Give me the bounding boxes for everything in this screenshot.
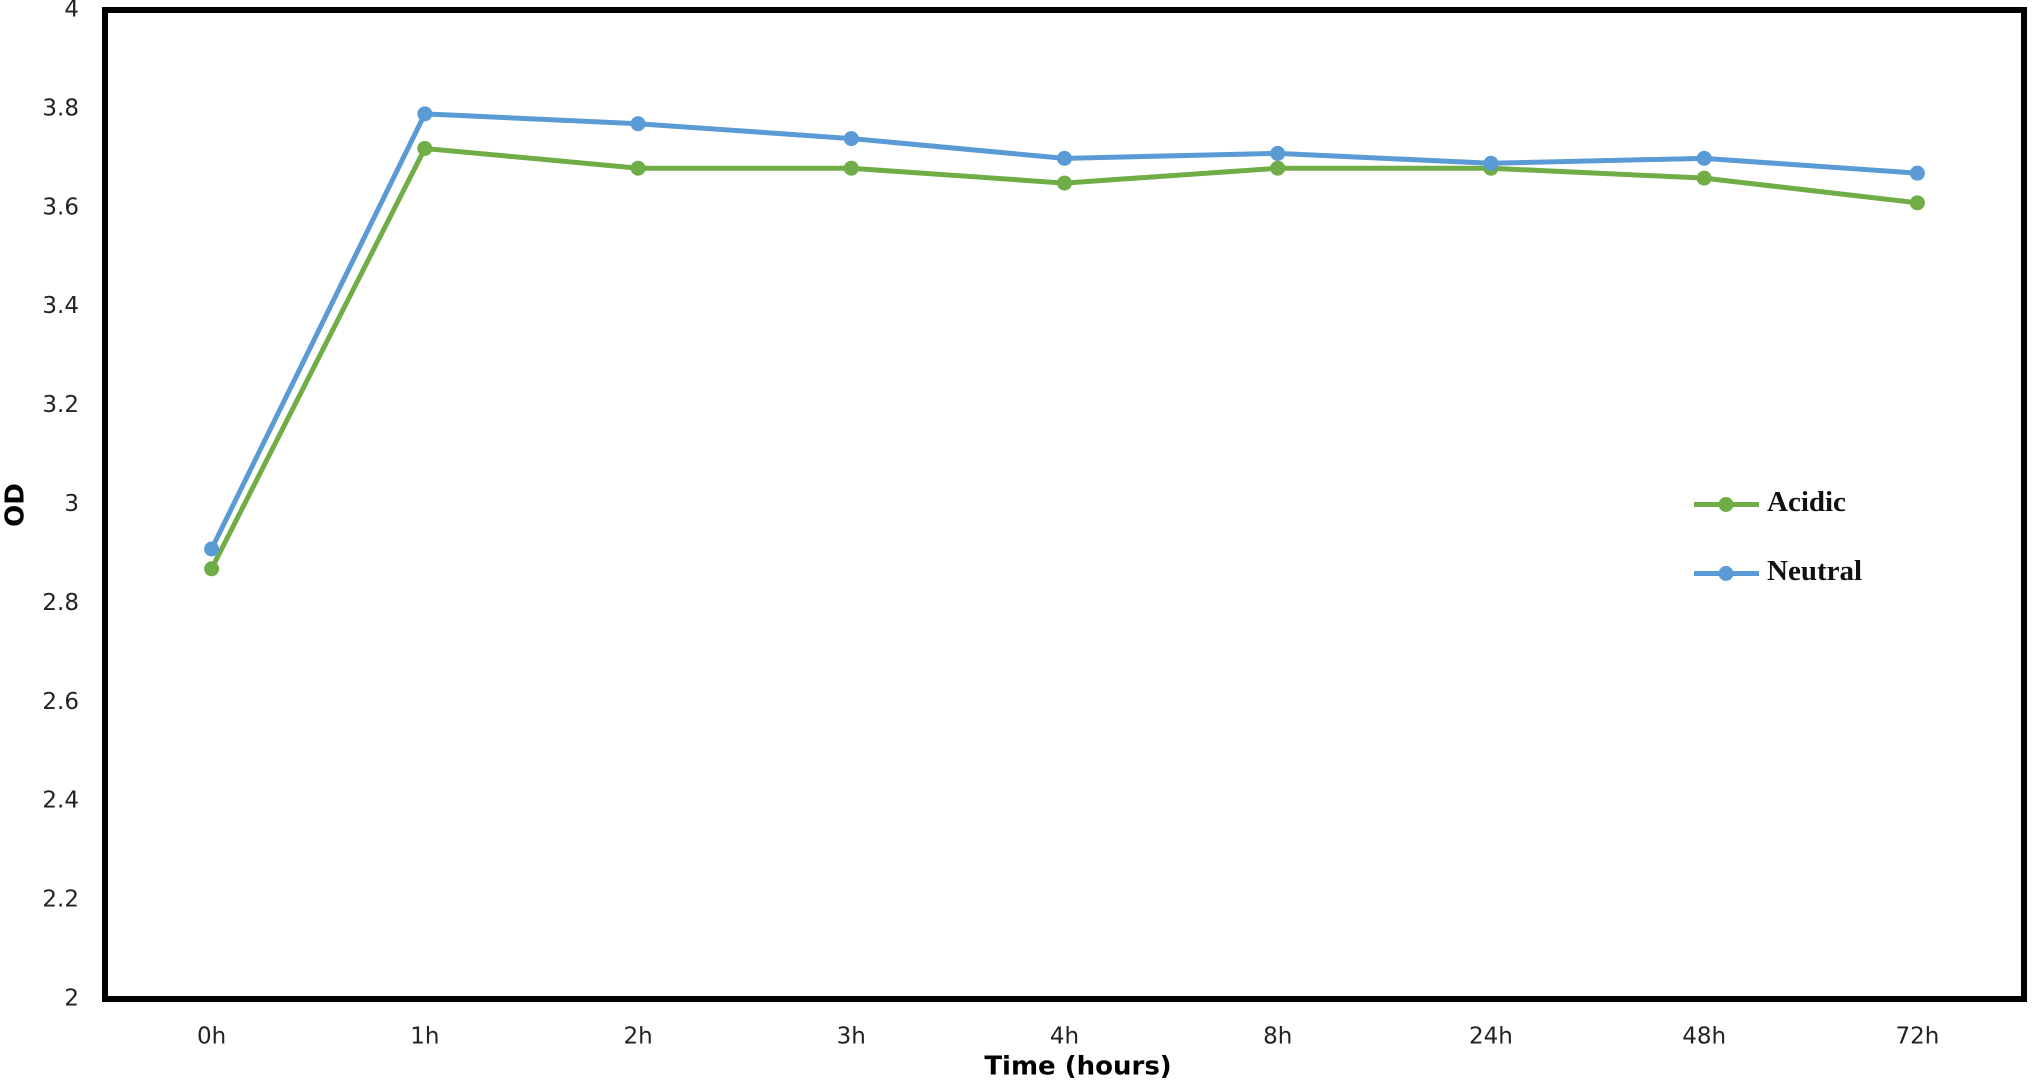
x-axis-title: Time (hours) [984, 1052, 1171, 1082]
y-tick-label: 2.4 [42, 788, 79, 814]
x-tick-label: 72h [1895, 1024, 1939, 1050]
y-tick-label: 3.8 [42, 95, 79, 121]
data-point [630, 116, 646, 132]
x-tick-label: 1h [410, 1024, 439, 1050]
y-tick-label: 2.6 [42, 689, 79, 715]
y-tick-label: 4 [64, 0, 79, 23]
x-tick-label: 24h [1469, 1024, 1513, 1050]
y-tick-label: 3.6 [42, 194, 79, 220]
legend-label: Neutral [1767, 555, 1862, 587]
data-point [1909, 165, 1925, 181]
x-tick-label: 8h [1263, 1024, 1292, 1050]
data-point [204, 561, 220, 577]
data-point [843, 131, 859, 147]
series-line [209, 145, 1918, 570]
y-tick-label: 2.2 [42, 887, 79, 913]
data-point [1270, 145, 1286, 161]
data-point [417, 106, 433, 122]
y-tick-label: 3.2 [42, 392, 79, 418]
x-tick-label: 3h [837, 1024, 866, 1050]
data-point [1270, 160, 1286, 176]
data-point [1057, 150, 1072, 166]
x-tick-label: 48h [1682, 1024, 1726, 1050]
data-point [1057, 175, 1072, 191]
data-point [204, 541, 220, 557]
x-tick-label: 0h [197, 1024, 226, 1050]
y-tick-label: 2 [64, 986, 79, 1012]
data-point [843, 160, 859, 176]
data-point [1483, 155, 1499, 171]
y-axis-title: OD [1, 483, 31, 527]
data-point [630, 160, 646, 176]
x-tick-label: 4h [1050, 1024, 1079, 1050]
legend-label: Acidic [1767, 486, 1846, 518]
y-tick-label: 3 [64, 491, 79, 517]
data-point [417, 140, 433, 156]
data-point [1909, 195, 1925, 211]
legend-marker [1718, 497, 1734, 512]
plot-frame [102, 7, 2027, 1002]
data-point [1696, 170, 1712, 186]
y-tick-label: 2.8 [42, 590, 79, 616]
x-tick-label: 2h [623, 1024, 652, 1050]
legend-marker [1718, 566, 1734, 581]
data-point [1696, 150, 1712, 166]
y-tick-label: 3.4 [42, 293, 79, 319]
